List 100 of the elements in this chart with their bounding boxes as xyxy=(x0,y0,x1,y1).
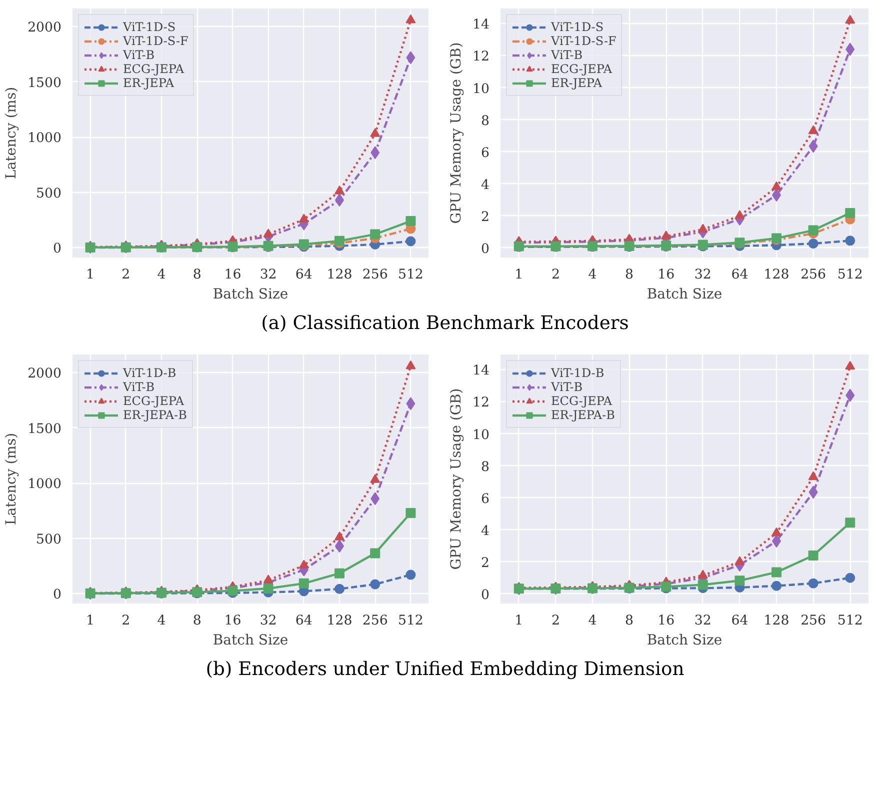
y-tick-label: 1000 xyxy=(28,476,62,492)
y-tick-label: 1500 xyxy=(28,422,62,437)
x-tick-label: 4 xyxy=(588,613,597,628)
y-axis-title: Latency (ms) xyxy=(4,432,20,525)
point xyxy=(370,492,380,505)
point xyxy=(406,508,416,518)
x-tick-label: 256 xyxy=(800,613,826,628)
legend-label: ViT-1D-B xyxy=(551,366,604,380)
point xyxy=(370,578,380,589)
x-tick-label: 4 xyxy=(588,268,597,282)
point xyxy=(406,569,416,580)
point xyxy=(334,531,344,540)
point xyxy=(734,575,745,586)
point xyxy=(334,584,344,594)
x-axis-title: Batch Size xyxy=(212,632,288,648)
x-tick-label: 256 xyxy=(362,613,388,628)
point xyxy=(406,51,416,64)
point xyxy=(406,396,416,410)
y-tick-label: 2000 xyxy=(28,20,62,36)
point xyxy=(406,360,416,369)
point xyxy=(263,574,274,584)
x-tick-label: 2 xyxy=(551,613,560,628)
x-tick-label: 128 xyxy=(764,268,790,282)
x-tick-label: 16 xyxy=(658,613,675,628)
point xyxy=(298,578,309,588)
y-tick-label: 8 xyxy=(481,459,490,474)
point xyxy=(698,569,708,578)
point xyxy=(298,559,309,568)
point xyxy=(263,583,274,594)
legend-label: ECG-JEPA xyxy=(551,62,612,76)
y-tick-label: 0 xyxy=(53,242,62,257)
y-tick-label: 0 xyxy=(481,242,490,257)
x-tick-label: 8 xyxy=(192,613,202,628)
point xyxy=(406,216,416,226)
point xyxy=(808,225,818,236)
point xyxy=(661,230,672,240)
point xyxy=(370,474,380,483)
y-tick-label: 4 xyxy=(481,524,490,539)
y-tick-label: 2000 xyxy=(28,366,62,382)
point xyxy=(845,517,856,528)
legend-label: ECG-JEPA xyxy=(123,62,184,76)
y-tick-label: 6 xyxy=(481,146,490,161)
x-tick-label: 8 xyxy=(625,268,634,282)
y-tick-label: 14 xyxy=(472,363,490,378)
point xyxy=(298,214,309,223)
x-tick-label: 1 xyxy=(514,268,524,282)
y-tick-label: 12 xyxy=(472,50,490,65)
point xyxy=(808,578,818,588)
y-axis-title: GPU Memory Usage (GB) xyxy=(448,42,465,224)
legend-label: ER-JEPA-B xyxy=(551,408,615,422)
y-tick-label: 0 xyxy=(481,588,490,603)
y-tick-label: 1000 xyxy=(28,131,62,146)
point xyxy=(334,568,344,578)
point xyxy=(263,228,274,238)
x-tick-label: 128 xyxy=(764,613,790,628)
point xyxy=(808,470,818,480)
point xyxy=(845,236,856,246)
legend-label: ViT-1D-B xyxy=(123,366,176,380)
legend-label: ECG-JEPA xyxy=(123,394,184,408)
point xyxy=(808,125,818,134)
point xyxy=(846,42,855,56)
point xyxy=(845,14,856,24)
point xyxy=(772,566,782,577)
x-axis-title: Batch Size xyxy=(212,286,288,302)
x-tick-label: 32 xyxy=(260,613,277,628)
y-axis-title: GPU Memory Usage (GB) xyxy=(448,388,465,570)
x-tick-label: 8 xyxy=(192,268,202,282)
x-tick-label: 128 xyxy=(326,268,352,282)
y-tick-label: 10 xyxy=(472,427,490,442)
legend-label: ViT-1D-S xyxy=(123,20,176,34)
x-tick-label: 1 xyxy=(86,613,95,628)
point xyxy=(370,128,380,137)
y-tick-label: 2 xyxy=(481,210,490,225)
point xyxy=(698,224,708,233)
point xyxy=(808,485,818,498)
point xyxy=(334,236,344,246)
x-tick-label: 4 xyxy=(157,268,166,282)
point xyxy=(734,556,745,565)
point xyxy=(406,14,416,24)
legend-label: ER-JEPA-B xyxy=(123,408,187,422)
point xyxy=(808,140,818,153)
x-tick-label: 16 xyxy=(224,613,242,628)
x-tick-label: 1 xyxy=(514,613,524,628)
x-tick-label: 2 xyxy=(122,613,130,628)
y-tick-label: 500 xyxy=(36,532,62,548)
x-tick-label: 16 xyxy=(224,268,242,282)
legend-label: ViT-B xyxy=(123,48,155,62)
x-tick-label: 2 xyxy=(122,268,130,282)
legend-label: ViT-1D-S-F xyxy=(551,34,616,48)
point xyxy=(698,579,708,590)
point xyxy=(808,550,818,560)
x-tick-label: 4 xyxy=(157,613,166,628)
x-tick-label: 64 xyxy=(731,268,748,282)
x-tick-label: 1 xyxy=(86,268,95,282)
point xyxy=(845,360,856,370)
point xyxy=(406,236,416,246)
legend-label: ViT-B xyxy=(551,380,583,394)
y-tick-label: 2 xyxy=(481,556,490,571)
legend-label: ViT-B xyxy=(551,48,583,62)
legend-label: ECG-JEPA xyxy=(551,394,612,408)
